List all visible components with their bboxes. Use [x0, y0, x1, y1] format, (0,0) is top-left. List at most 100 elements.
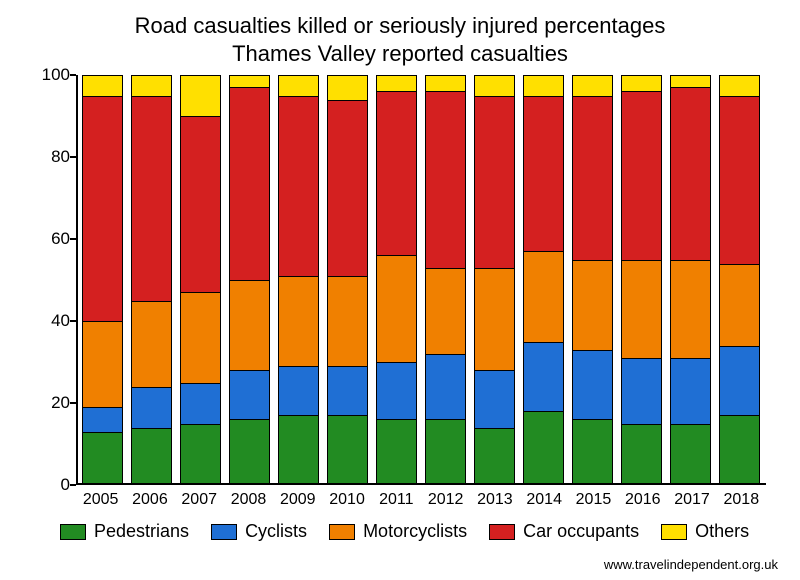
- legend-swatch: [329, 524, 355, 540]
- bar-slot: [421, 75, 470, 485]
- legend-label: Cyclists: [245, 521, 307, 542]
- x-tick-label: 2008: [224, 491, 273, 509]
- x-tick-label: 2009: [273, 491, 322, 509]
- bar-segment-cyclists: [82, 407, 123, 432]
- bar-segment-others: [327, 75, 368, 100]
- bar-slot: [225, 75, 274, 485]
- bar-slot: [715, 75, 764, 485]
- x-axis-labels: 2005200620072008200920102011201220132014…: [76, 491, 766, 509]
- bar-slot: [568, 75, 617, 485]
- stacked-bar: [376, 75, 417, 485]
- bar-segment-motorcyclists: [327, 276, 368, 366]
- y-tick-mark: [70, 320, 76, 322]
- bar-segment-cyclists: [229, 370, 270, 419]
- legend-label: Pedestrians: [94, 521, 189, 542]
- bar-segment-car-occupants: [621, 91, 662, 259]
- bar-segment-car-occupants: [670, 87, 711, 259]
- bar-segment-cyclists: [523, 342, 564, 412]
- bar-segment-others: [180, 75, 221, 116]
- legend-swatch: [211, 524, 237, 540]
- legend-swatch: [661, 524, 687, 540]
- bar-segment-motorcyclists: [229, 280, 270, 370]
- bar-slot: [323, 75, 372, 485]
- bar-segment-car-occupants: [131, 96, 172, 301]
- bar-segment-pedestrians: [327, 415, 368, 485]
- x-tick-label: 2017: [667, 491, 716, 509]
- y-tick-label: 0: [61, 475, 70, 495]
- bar-slot: [666, 75, 715, 485]
- legend-item-others: Others: [661, 521, 749, 542]
- legend-label: Car occupants: [523, 521, 639, 542]
- bar-segment-cyclists: [327, 366, 368, 415]
- y-tick-label: 40: [51, 311, 70, 331]
- bar-slot: [519, 75, 568, 485]
- bar-segment-motorcyclists: [621, 260, 662, 358]
- x-tick-label: 2006: [125, 491, 174, 509]
- x-tick-label: 2012: [421, 491, 470, 509]
- bar-segment-cyclists: [621, 358, 662, 424]
- bar-segment-motorcyclists: [474, 268, 515, 371]
- bar-slot: [617, 75, 666, 485]
- y-tick-label: 80: [51, 147, 70, 167]
- bar-segment-others: [572, 75, 613, 96]
- bar-segment-others: [621, 75, 662, 91]
- bar-segment-others: [278, 75, 319, 96]
- bar-segment-pedestrians: [278, 415, 319, 485]
- bar-segment-cyclists: [278, 366, 319, 415]
- stacked-bar: [425, 75, 466, 485]
- bar-segment-motorcyclists: [82, 321, 123, 407]
- bar-segment-cyclists: [131, 387, 172, 428]
- y-tick-label: 60: [51, 229, 70, 249]
- stacked-bar: [82, 75, 123, 485]
- chart-title: Road casualties killed or seriously inju…: [20, 12, 780, 67]
- bar-segment-others: [425, 75, 466, 91]
- chart-title-line2: Thames Valley reported casualties: [20, 40, 780, 68]
- bar-segment-pedestrians: [621, 424, 662, 486]
- chart-container: Road casualties killed or seriously inju…: [0, 0, 800, 580]
- y-tick-mark: [70, 156, 76, 158]
- bar-segment-others: [82, 75, 123, 96]
- stacked-bar: [621, 75, 662, 485]
- y-tick-mark: [70, 402, 76, 404]
- bar-segment-car-occupants: [572, 96, 613, 260]
- bar-segment-pedestrians: [523, 411, 564, 485]
- y-tick-label: 20: [51, 393, 70, 413]
- bar-segment-motorcyclists: [572, 260, 613, 350]
- x-tick-label: 2013: [470, 491, 519, 509]
- bar-segment-cyclists: [572, 350, 613, 420]
- legend-item-car-occupants: Car occupants: [489, 521, 639, 542]
- y-axis: 020406080100: [30, 75, 70, 485]
- bar-segment-others: [229, 75, 270, 87]
- y-tick-mark: [70, 238, 76, 240]
- bar-segment-car-occupants: [82, 96, 123, 322]
- stacked-bar: [229, 75, 270, 485]
- bar-segment-others: [719, 75, 760, 96]
- bar-segment-pedestrians: [131, 428, 172, 485]
- stacked-bar: [523, 75, 564, 485]
- stacked-bar: [131, 75, 172, 485]
- bar-segment-pedestrians: [572, 419, 613, 485]
- bar-segment-others: [670, 75, 711, 87]
- bar-segment-car-occupants: [278, 96, 319, 276]
- bar-segment-car-occupants: [180, 116, 221, 292]
- bar-slot: [78, 75, 127, 485]
- bar-segment-motorcyclists: [376, 255, 417, 362]
- y-tick-mark: [70, 484, 76, 486]
- legend-item-motorcyclists: Motorcyclists: [329, 521, 467, 542]
- bar-segment-pedestrians: [670, 424, 711, 486]
- bar-segment-cyclists: [425, 354, 466, 420]
- bar-segment-others: [523, 75, 564, 96]
- x-tick-label: 2007: [175, 491, 224, 509]
- bar-segment-cyclists: [670, 358, 711, 424]
- bar-segment-motorcyclists: [278, 276, 319, 366]
- x-tick-label: 2010: [322, 491, 371, 509]
- bar-segment-motorcyclists: [425, 268, 466, 354]
- legend-item-cyclists: Cyclists: [211, 521, 307, 542]
- bar-slot: [372, 75, 421, 485]
- bar-segment-car-occupants: [474, 96, 515, 268]
- y-tick-mark: [70, 74, 76, 76]
- x-tick-label: 2014: [520, 491, 569, 509]
- bar-segment-motorcyclists: [180, 292, 221, 382]
- x-axis-line: [76, 483, 766, 485]
- bar-segment-car-occupants: [719, 96, 760, 264]
